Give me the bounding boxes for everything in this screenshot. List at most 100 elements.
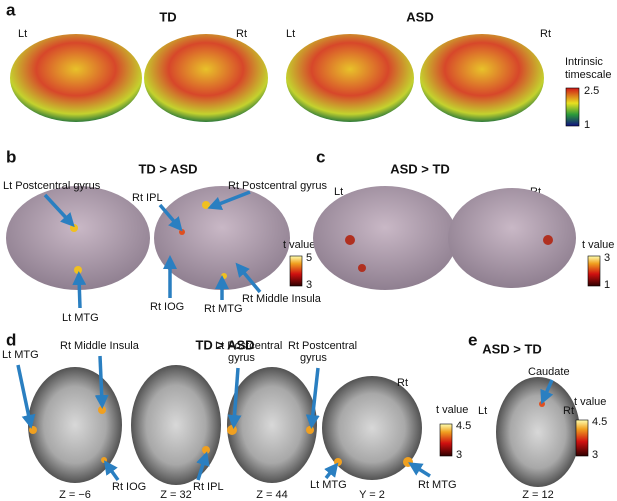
region-label: Rt Postcentral gyrus <box>228 180 328 192</box>
cluster <box>403 457 413 467</box>
colorbar-label: t value <box>574 396 606 408</box>
arrow <box>324 462 339 480</box>
panel-letter: a <box>6 0 16 19</box>
panel-title: TD > ASD <box>138 161 197 176</box>
brain-slice <box>131 365 221 485</box>
colorbar-tick: 5 <box>306 252 312 264</box>
colorbar-label: t value <box>436 404 468 416</box>
colorbar <box>575 419 589 457</box>
arrow <box>43 193 75 228</box>
region-label: Rt MTG <box>418 479 457 491</box>
colorbar-label: t value <box>283 239 315 251</box>
panel-e: e ASD > TD Caudate Lt Rt Z = 12 t value … <box>468 330 607 500</box>
brain <box>420 34 544 122</box>
cluster <box>70 224 78 232</box>
brain <box>6 186 150 290</box>
arrow <box>94 355 109 409</box>
region-label: Rt IOG <box>112 481 146 493</box>
side-label: Lt <box>334 186 343 198</box>
panel-letter: e <box>468 330 477 349</box>
brain-slice <box>322 376 422 480</box>
cluster <box>221 273 227 279</box>
group-title: ASD <box>406 9 433 24</box>
side-label: Rt <box>236 28 247 40</box>
side-label: Rt <box>563 405 574 417</box>
arrow <box>158 203 183 232</box>
cluster <box>29 426 37 434</box>
cluster <box>306 426 314 434</box>
side-label: Lt <box>478 405 487 417</box>
cluster <box>227 425 237 435</box>
brain <box>286 34 414 122</box>
region-label: Rt IOG <box>150 301 184 313</box>
arrow <box>540 379 554 405</box>
side-label: Lt <box>18 28 27 40</box>
cluster <box>358 264 366 272</box>
panel-title: ASD > TD <box>390 161 450 176</box>
slice-label: Y = 2 <box>359 489 385 501</box>
side-label: Lt <box>286 28 295 40</box>
arrow <box>196 451 210 481</box>
region-label: Rt Middle Insula <box>242 293 322 305</box>
panel-letter: c <box>316 147 325 166</box>
arrow <box>305 367 320 429</box>
colorbar-tick: 4.5 <box>456 420 471 432</box>
panel-title: TD > ASD <box>195 337 254 352</box>
panel-b: b TD > ASD Lt Postcentral gyrus Rt IPL R… <box>3 147 328 323</box>
cluster <box>179 229 185 235</box>
cluster <box>74 266 82 274</box>
region-label: Lt Postcentral <box>215 340 282 352</box>
colorbar-label: t value <box>582 239 614 251</box>
brain <box>10 34 142 122</box>
cluster <box>345 235 355 245</box>
arrow <box>408 462 431 478</box>
region-label: gyrus <box>300 352 327 364</box>
colorbar-tick: 4.5 <box>592 416 607 428</box>
region-label: Rt Middle Insula <box>60 340 140 352</box>
brain <box>144 34 268 122</box>
colorbar-tick: 3 <box>306 279 312 291</box>
panel-c: c ASD > TD Lt Rt t value 3 1 <box>313 147 614 291</box>
arrow <box>72 271 87 309</box>
slice-label: Z = 12 <box>522 489 554 501</box>
colorbar-tick: 3 <box>456 449 462 461</box>
region-label: Lt MTG <box>62 312 99 324</box>
panel-letter: d <box>6 330 16 349</box>
group-title: TD <box>159 9 176 24</box>
cluster <box>101 457 107 463</box>
colorbar-label: timescale <box>565 69 611 81</box>
region-label: Rt IPL <box>193 481 224 493</box>
panel-a: a TD ASD Lt Rt Lt Rt Intrinsic timescale… <box>6 0 611 130</box>
region-label: Rt Postcentral <box>288 340 357 352</box>
colorbar-tick: 1 <box>604 279 610 291</box>
colorbar <box>565 87 580 127</box>
colorbar-tick: 3 <box>592 449 598 461</box>
region-label: Lt Postcentral gyrus <box>3 180 101 192</box>
cluster <box>202 201 210 209</box>
panel-letter: b <box>6 147 16 166</box>
cluster <box>98 406 106 414</box>
arrow <box>207 190 251 210</box>
slice-label: Z = 44 <box>256 489 288 501</box>
colorbar <box>289 255 303 287</box>
arrow <box>103 460 120 482</box>
brain-slice <box>496 377 580 487</box>
slice-label: Z = −6 <box>59 489 91 501</box>
colorbar-tick: 3 <box>604 252 610 264</box>
region-label: gyrus <box>228 352 255 364</box>
cluster <box>334 458 342 466</box>
colorbar-label: Intrinsic <box>565 56 603 68</box>
region-label: Caudate <box>528 366 570 378</box>
region-label: Rt IPL <box>132 192 163 204</box>
side-label: Rt <box>540 28 551 40</box>
cluster <box>202 446 210 454</box>
region-label: Lt MTG <box>2 349 39 361</box>
panel-d: d TD > ASD Lt MTG Rt Middle Insula Lt Po… <box>2 330 471 500</box>
colorbar-tick: 2.5 <box>584 85 599 97</box>
region-label: Lt MTG <box>310 479 347 491</box>
panel-title: ASD > TD <box>482 341 542 356</box>
brain <box>448 188 576 288</box>
cluster <box>543 235 553 245</box>
brain-slice <box>227 367 317 483</box>
